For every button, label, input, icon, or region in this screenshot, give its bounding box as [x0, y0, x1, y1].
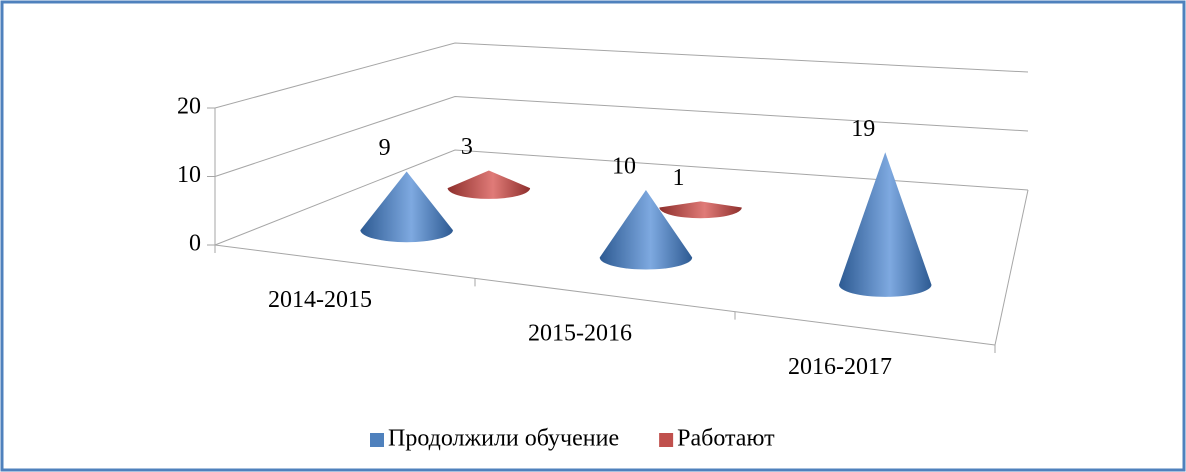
- cone: [659, 201, 742, 219]
- x-tick-label: 2015-2016: [528, 321, 632, 347]
- data-label: 9: [379, 135, 391, 161]
- cone: [360, 171, 453, 243]
- grid-line: [214, 149, 1029, 246]
- data-label: 1: [673, 165, 685, 191]
- y-tick-label: 0: [189, 231, 201, 257]
- legend-label: Работают: [677, 426, 775, 452]
- legend-label: Продолжили обучение: [388, 426, 619, 452]
- data-label: 10: [612, 154, 636, 180]
- cone: [447, 170, 531, 199]
- grid-line: [214, 95, 1029, 177]
- x-tick-label: 2014-2015: [268, 287, 372, 313]
- floor-edge: [214, 244, 996, 346]
- cone: [599, 190, 693, 270]
- data-label: 19: [851, 116, 875, 142]
- floor-edge: [994, 189, 1029, 346]
- y-tick-label: 20: [177, 94, 201, 120]
- data-label: 3: [461, 134, 473, 160]
- x-tick-label: 2016-2017: [788, 354, 892, 380]
- legend-swatch: [370, 433, 384, 447]
- grid-line: [214, 42, 1029, 109]
- y-tick-label: 10: [177, 162, 201, 188]
- legend-swatch: [659, 433, 674, 447]
- cone: [839, 152, 932, 297]
